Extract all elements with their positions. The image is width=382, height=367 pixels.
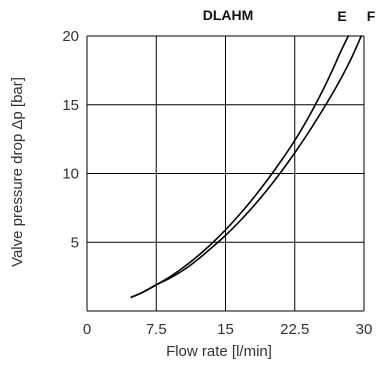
x-tick-label: 0 [83,321,91,338]
grid [86,35,365,312]
series-line-f [130,35,363,299]
curve-label-f: F [367,8,376,24]
x-axis-title: Flow rate [l/min] [166,343,272,360]
curve-label-e: E [337,8,346,24]
series-line-e [130,35,350,299]
curves [130,35,363,299]
x-tick-label: 30 [356,321,373,338]
tick-labels: 0 7.5 15 22.5 30 5 10 15 20 [62,28,372,338]
y-axis-title: Valve pressure drop Δp [bar] [9,77,26,267]
x-tick-label: 15 [217,321,234,338]
y-tick-label: 10 [62,166,79,183]
y-tick-label: 5 [71,234,79,251]
x-tick-label: 7.5 [146,321,167,338]
chart-title: DLAHM [203,7,254,23]
y-tick-label: 20 [62,28,79,45]
x-tick-label: 22.5 [280,321,309,338]
y-tick-label: 15 [62,97,79,114]
